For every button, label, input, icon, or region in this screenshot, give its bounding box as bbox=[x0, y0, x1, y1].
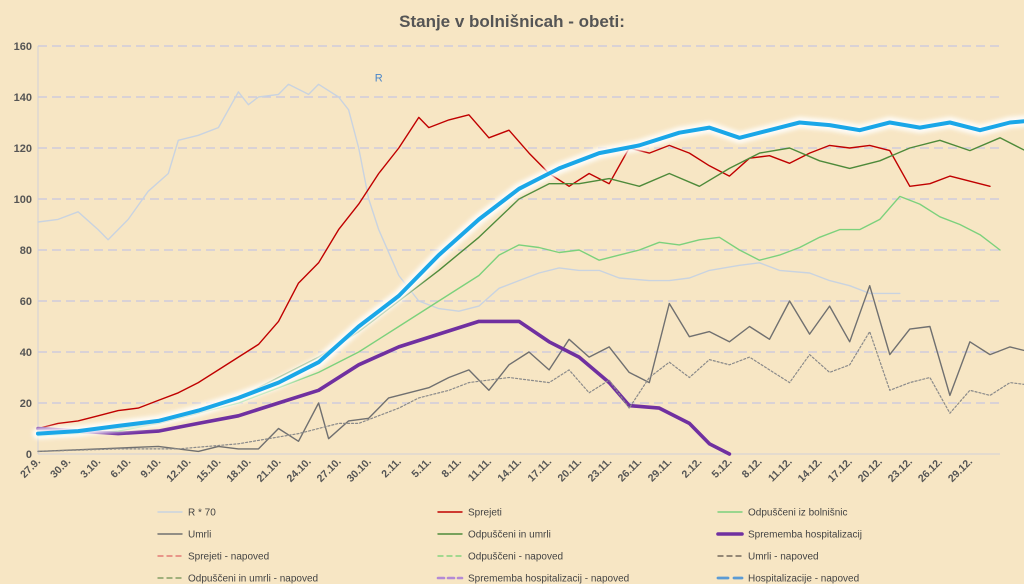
y-tick-label: 140 bbox=[14, 92, 32, 104]
y-tick-label: 160 bbox=[14, 41, 32, 53]
annotation-layer: R bbox=[375, 73, 383, 85]
legend-label: Sprejeti bbox=[468, 508, 502, 519]
y-tick-label: 80 bbox=[20, 245, 32, 257]
chart-title: Stanje v bolnišnicah - obeti: bbox=[399, 12, 625, 31]
series-line-r-70 bbox=[37, 83, 901, 312]
legend-label: Odpuščeni - napoved bbox=[468, 552, 563, 563]
legend-label: Odpuščeni iz bolnišnic bbox=[748, 508, 848, 519]
legend-item-hospitalizacije-napoved: Hospitalizacije - napoved bbox=[716, 574, 859, 584]
y-tick-label: 0 bbox=[26, 449, 32, 461]
series-line-sprememba-hospitalizacij bbox=[36, 319, 732, 456]
legend-label: Sprememba hospitalizacij - napoved bbox=[468, 574, 629, 584]
legend-item-umrli: Umrli bbox=[157, 530, 211, 541]
legend-label: Hospitalizacije - napoved bbox=[748, 574, 859, 584]
legend-item-sprejeti: Sprejeti bbox=[437, 508, 502, 519]
legend-item-sprememba-hospitalizacij-napoved: Sprememba hospitalizacij - napoved bbox=[436, 574, 629, 584]
series-line-umrli-v-bolnisnicah bbox=[37, 331, 1024, 452]
y-tick-label: 120 bbox=[14, 143, 32, 155]
legend-item-odpusceni-napoved: Odpuščeni - napoved bbox=[437, 552, 563, 563]
annotation-label: R bbox=[375, 73, 383, 85]
legend-label: Umrli bbox=[188, 530, 211, 541]
legend-layer: R * 70 Sprejeti Odpuščeni iz bolnišnic Umrl… bbox=[157, 508, 862, 584]
legend-label: R * 70 bbox=[188, 508, 216, 519]
legend-item-odpusceni-in-umrli-napoved: Odpuščeni in umrli - napoved bbox=[157, 574, 318, 584]
series-line-sprejeti bbox=[37, 114, 991, 430]
legend-label: Odpuščeni in umrli - napoved bbox=[188, 574, 318, 584]
y-tick-label: 60 bbox=[20, 296, 32, 308]
series-line-umrli bbox=[37, 285, 1024, 453]
y-tick-label: 20 bbox=[20, 398, 32, 410]
legend-item-sprememba-hospitalizacij: Sprememba hospitalizacij bbox=[716, 530, 862, 541]
series-layer bbox=[32, 83, 1024, 456]
legend-label: Sprejeti - napoved bbox=[188, 552, 269, 563]
legend-item-umrli-napoved: Umrli - napoved bbox=[717, 552, 819, 563]
legend-label: Umrli - napoved bbox=[748, 552, 819, 563]
series-line-hospitalizirani bbox=[36, 119, 1024, 436]
y-tick-label: 100 bbox=[14, 194, 32, 206]
legend-item-odpusceni-in-umrli: Odpuščeni in umrli bbox=[437, 530, 551, 541]
legend-label: Odpuščeni in umrli bbox=[468, 530, 551, 541]
legend-label: Sprememba hospitalizacij bbox=[748, 530, 862, 541]
legend-item-odpusceni-iz-bolnisnic: Odpuščeni iz bolnišnic bbox=[717, 508, 848, 519]
legend-item-sprejeti-napoved: Sprejeti - napoved bbox=[157, 552, 269, 563]
legend-item-r-70: R * 70 bbox=[157, 508, 216, 519]
y-tick-label: 40 bbox=[20, 347, 32, 359]
